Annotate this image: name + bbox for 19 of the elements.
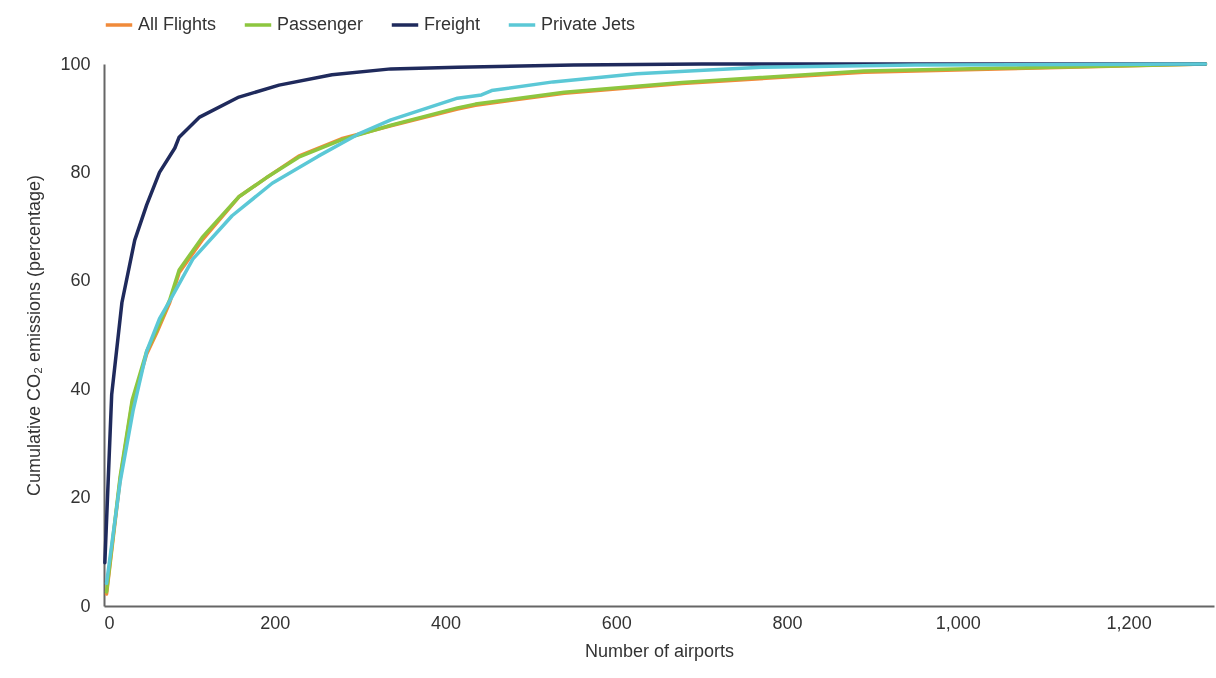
legend-label: Passenger <box>277 14 364 34</box>
y-axis-title: Cumulative CO₂ emissions (percentage) <box>24 174 45 497</box>
x-tick-label: 1,000 <box>935 612 981 633</box>
legend-label: All Flights <box>138 14 217 34</box>
x-tick-label: 400 <box>431 612 462 633</box>
y-tick-label: 40 <box>70 378 91 399</box>
legend-label: Private Jets <box>541 14 636 34</box>
y-tick-label: 80 <box>70 161 91 182</box>
y-tick-label: 60 <box>70 270 91 291</box>
legend-label: Freight <box>424 14 481 34</box>
y-tick-label: 20 <box>70 487 91 508</box>
x-tick-label: 1,200 <box>1106 612 1152 633</box>
x-tick-label: 800 <box>772 612 803 633</box>
x-tick-label: 200 <box>260 612 291 633</box>
y-tick-label: 0 <box>80 595 91 616</box>
y-tick-label: 100 <box>60 53 91 74</box>
x-tick-label: 0 <box>104 612 115 633</box>
x-axis-title: Number of airports <box>584 640 735 661</box>
x-tick-label: 600 <box>601 612 632 633</box>
